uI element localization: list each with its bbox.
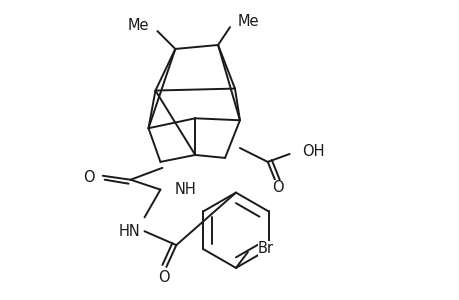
Text: Me: Me <box>237 14 259 29</box>
Text: O: O <box>83 170 95 185</box>
Text: O: O <box>158 270 170 285</box>
Text: O: O <box>271 180 283 195</box>
Text: Me: Me <box>128 18 149 33</box>
Text: OH: OH <box>302 145 325 160</box>
Text: NH: NH <box>174 182 196 197</box>
Text: HN: HN <box>118 224 140 239</box>
Text: Br: Br <box>257 241 273 256</box>
